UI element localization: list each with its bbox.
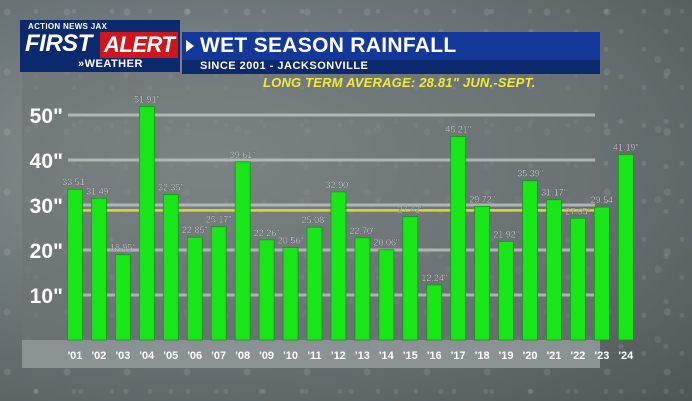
bar [282,247,299,341]
x-tick-label: '06 [187,350,202,362]
chart-title: WET SEASON RAINFALL [200,34,457,57]
value-label: 29.72" [469,194,495,204]
y-tick-label: 30" [30,195,63,218]
x-tick-label: '18 [475,350,490,362]
value-label: 32.90" [326,180,352,190]
x-axis-labels: '01 '02 '03 '04 '05 '06 '07 '08 '09 '10 '11 '12 '13 '… [68,350,635,362]
bar [330,191,347,341]
value-label: 27.42" [397,205,423,215]
bar [617,154,634,341]
x-tick-label: '17 [451,350,466,362]
value-label: 35.39" [517,169,543,179]
bar [162,194,179,341]
x-tick-label: '09 [259,350,274,362]
y-tick-label: 20" [30,240,63,263]
value-label: 29.54 [591,195,614,205]
station-name: ACTION NEWS JAX [28,22,108,31]
value-label: 33.51" [62,177,88,187]
value-label: 25.17" [206,215,232,225]
value-label: 41.19" [613,143,639,153]
bar [306,226,323,341]
x-tick-label: '20 [523,350,538,362]
x-tick-label: '12 [331,350,346,362]
x-tick-label: '07 [211,350,226,362]
bar [522,180,538,341]
first-alert-weather-logo: ACTION NEWS JAX FIRST ALERT »WEATHER [20,20,180,72]
x-tick-label: '04 [139,350,155,362]
x-tick-label: '19 [499,350,514,362]
y-tick-label: 10" [30,285,63,308]
header: ACTION NEWS JAX FIRST ALERT »WEATHER WET… [20,20,600,74]
y-tick-label: 50" [30,105,63,128]
value-label: 39.61" [230,150,256,160]
bar [402,216,419,341]
value-label: 21.92" [493,229,519,239]
bar [354,237,371,341]
x-tick-label: '22 [571,350,586,362]
bar [474,205,491,341]
value-label: 22.85" [182,225,208,235]
value-label: 27.05" [565,206,591,216]
long-term-average-label: LONG TERM AVERAGE: 28.81" JUN.-SEPT. [263,75,536,90]
y-axis-labels: 10" 20" 30" 40" 50" [30,105,63,308]
bar [450,136,467,341]
x-tick-label: '21 [547,350,562,362]
brand-alert: ALERT [100,32,179,58]
bar [186,236,203,341]
bar [234,161,251,341]
brand-weather: »WEATHER [78,58,143,70]
value-label: 45.21" [445,125,471,135]
value-label: 22.26" [254,228,280,238]
x-tick-label: '01 [68,350,83,362]
bar [91,197,107,341]
x-tick-label: '23 [594,350,609,362]
value-label: 12.24" [421,273,447,283]
value-label: 20.56" [278,235,304,245]
value-label: 22.70" [350,226,376,236]
x-axis-band [22,340,600,368]
value-label: 18.95" [110,243,136,253]
y-tick-label: 40" [30,150,63,173]
value-labels: 33.51"31.49" 18.95" 51.91" 32.35" 22.85"25.1… [62,94,639,283]
bar [498,240,515,341]
bar [115,254,131,341]
value-label: 31.49" [86,186,112,196]
bar [594,206,610,341]
x-tick-label: '02 [92,350,107,362]
x-tick-label: '14 [379,350,395,362]
bars [67,106,634,341]
bar [546,199,562,341]
bar [138,106,155,341]
x-tick-label: '05 [163,350,178,362]
x-tick-label: '13 [355,350,370,362]
bar [67,188,83,341]
x-tick-label: '03 [115,350,130,362]
chart-subtitle: SINCE 2001 - JACKSONVILLE [200,60,369,72]
x-tick-label: '24 [618,350,634,362]
value-label: 32.35" [158,182,184,192]
value-label: 51.91" [134,94,160,104]
x-tick-label: '15 [403,350,418,362]
brand-first: FIRST [25,30,92,57]
bar [258,239,275,341]
x-tick-label: '10 [283,350,298,362]
value-label: 25.08" [302,215,328,225]
bar [378,249,395,341]
subtitle-bar: SINCE 2001 - JACKSONVILLE [182,60,600,74]
x-tick-label: '16 [427,350,442,362]
x-tick-label: '11 [307,350,321,362]
bar [210,226,227,341]
title-bar: WET SEASON RAINFALL [182,32,600,60]
bar [570,217,586,341]
value-label: 31.17" [541,188,567,198]
x-tick-label: '08 [235,350,250,362]
bar [426,284,443,341]
value-label: 20.06" [373,238,399,248]
